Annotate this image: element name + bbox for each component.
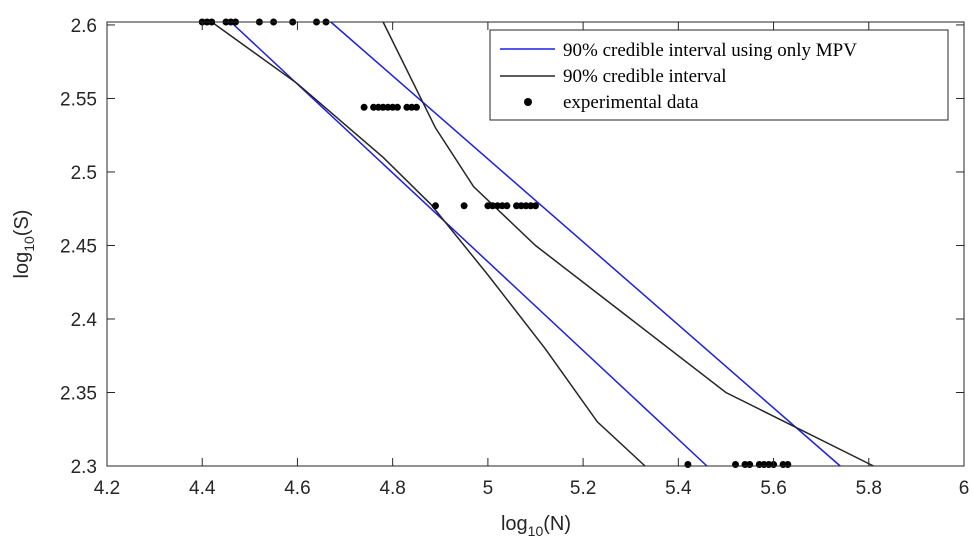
data-point-36: [746, 461, 754, 468]
legend-label-mpv: 90% credible interval using only MPV: [563, 40, 857, 61]
data-point-19: [408, 103, 416, 111]
x-tick-label-1: 4.4: [189, 478, 216, 499]
y-axis-label: log10(S): [11, 210, 37, 279]
legend: 90% credible interval using only MPV 90%…: [489, 29, 949, 121]
data-point-21: [432, 202, 439, 210]
y-tick-label-4: 2.5: [71, 163, 97, 184]
x-tick-label-7: 5.6: [760, 478, 786, 499]
series-layer: [198, 18, 874, 468]
legend-label-data: experimental data: [563, 92, 699, 113]
series-1-line-0: [211, 21, 646, 467]
x-tick-label-5: 5.2: [570, 478, 596, 499]
series-1-line-1: [382, 21, 874, 467]
data-point-11: [360, 103, 368, 111]
axes-box: [106, 21, 965, 467]
data-point-32: [532, 202, 539, 210]
legend-swatch-data: [524, 98, 532, 106]
data-point-33: [684, 461, 692, 468]
x-tick-label-0: 4.2: [94, 478, 120, 499]
series-0-line-1: [330, 21, 841, 467]
x-tick-label-8: 5.8: [856, 478, 882, 499]
data-point-20: [413, 103, 420, 111]
data-point-22: [460, 202, 468, 210]
data-point-31: [527, 202, 535, 210]
x-tick-label-9: 6: [959, 478, 970, 499]
data-point-15: [384, 103, 392, 111]
x-axis-label: log10(N): [501, 513, 571, 539]
legend-box: [489, 29, 949, 121]
data-point-17: [393, 103, 401, 111]
y-tick-label-2: 2.4: [71, 310, 98, 331]
legend-label-full: 90% credible interval: [563, 66, 727, 87]
x-tick-label-3: 4.8: [379, 478, 405, 499]
data-point-42: [784, 461, 792, 468]
data-point-18: [403, 103, 411, 111]
x-tick-label-2: 4.6: [284, 478, 310, 499]
data-point-34: [732, 461, 739, 468]
data-point-24: [489, 202, 497, 210]
y-tick-label-3: 2.45: [60, 236, 97, 257]
data-point-27: [503, 202, 511, 210]
y-tick-label-0: 2.3: [71, 457, 97, 478]
series-0-line-0: [230, 21, 708, 467]
x-tick-label-4: 5: [483, 478, 494, 499]
axes-layer: 4.2 4.4 4.6 4.8 5 5.2 5.4 5.6 5.8 6 2.3 2.35 2.4 2.45…: [60, 16, 969, 499]
x-tick-label-6: 5.4: [665, 478, 692, 499]
data-point-14: [379, 103, 387, 111]
data-point-25: [493, 202, 501, 210]
y-tick-label-5: 2.55: [60, 89, 97, 110]
data-point-29: [517, 202, 525, 210]
data-point-12: [370, 103, 378, 111]
y-tick-label-6: 2.6: [71, 16, 97, 37]
y-tick-label-1: 2.35: [60, 383, 97, 404]
